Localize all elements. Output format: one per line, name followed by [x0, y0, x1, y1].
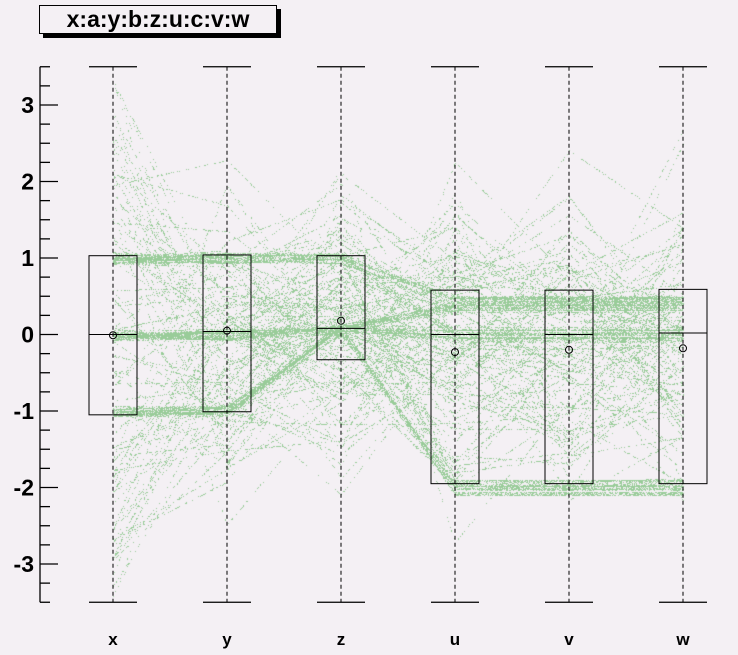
y-tick-label: 3 [21, 92, 34, 118]
chart-title: x:a:y:b:z:u:c:v:w [39, 5, 277, 34]
axis-label: u [450, 630, 460, 649]
mean-marker [223, 326, 231, 335]
box-u [430, 289, 480, 485]
mean-marker [451, 348, 459, 357]
y-tick-label: 2 [21, 169, 34, 195]
y-tick-label: 0 [21, 322, 34, 348]
y-tick-label: -2 [14, 475, 34, 501]
box-w [658, 288, 708, 485]
box-y [202, 254, 252, 413]
mean-marker [679, 344, 687, 353]
axis-label: w [675, 630, 690, 649]
box-v [544, 289, 594, 485]
mean-marker [337, 316, 345, 325]
box-x [88, 255, 138, 416]
axis-label: x [108, 630, 118, 649]
y-tick-label: -1 [14, 398, 35, 424]
mean-marker [565, 345, 573, 354]
box-z [316, 255, 366, 361]
axis-label: z [337, 630, 346, 649]
y-tick-label: 1 [21, 245, 34, 271]
y-tick-label: -3 [14, 551, 34, 577]
axis-label: v [564, 630, 574, 649]
mean-marker [109, 331, 117, 340]
axis-label: y [222, 630, 232, 649]
